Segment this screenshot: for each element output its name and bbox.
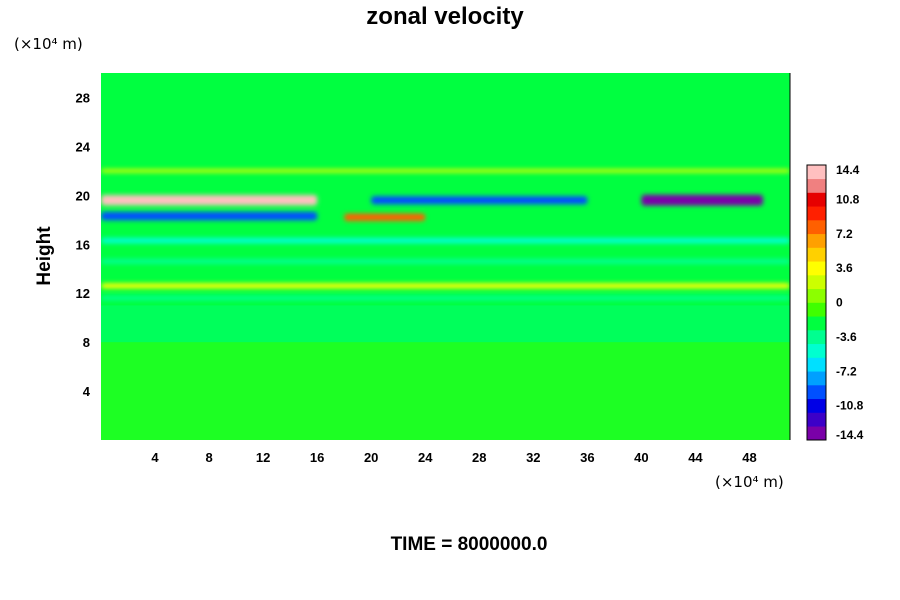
colorbar-segment [807, 165, 826, 180]
y-tick-label: 20 [76, 188, 90, 203]
field-band-7 [101, 283, 790, 289]
plot-area [101, 73, 791, 440]
x-tick-label: 28 [472, 450, 486, 465]
colorbar-segment [807, 247, 826, 262]
y-axis-label: Height [34, 226, 55, 286]
colorbar-segment [807, 330, 826, 345]
x-tick-label: 36 [580, 450, 594, 465]
field-bands [101, 168, 790, 301]
x-tick-label: 48 [742, 450, 756, 465]
y-tick-label: 28 [76, 90, 90, 105]
colorbar-segment [807, 220, 826, 235]
field-band-6 [101, 258, 790, 264]
colorbar-tick-label: -10.8 [836, 399, 864, 413]
field-band-3 [101, 211, 318, 221]
x-tick-label: 44 [688, 450, 703, 465]
colorbar [806, 164, 827, 441]
y-tick-label: 24 [76, 139, 91, 154]
colorbar-tick-label: 0 [836, 296, 843, 310]
field-band-1 [641, 194, 763, 206]
x-tick-label: 4 [151, 450, 159, 465]
colorbar-segment [807, 178, 826, 193]
y-tick-label: 16 [76, 237, 90, 252]
colorbar-ticks: 14.4 10.8 7.2 3.6 0 -3.6 -7.2 -10.8 -14.4 [836, 163, 864, 442]
colorbar-tick-label: 3.6 [836, 261, 853, 275]
x-tick-label: 8 [205, 450, 212, 465]
plot-background [101, 73, 790, 440]
colorbar-segment [807, 261, 826, 276]
colorbar-segment [807, 233, 826, 248]
chart-title: zonal velocity [366, 3, 524, 30]
x-tick-label: 20 [364, 450, 378, 465]
colorbar-segment [807, 357, 826, 372]
colorbar-frame [806, 164, 827, 441]
field-lower-band [101, 342, 790, 440]
colorbar-segment [807, 385, 826, 400]
field-band-4 [344, 213, 426, 222]
y-tick-label: 12 [76, 286, 90, 301]
colorbar-segment [807, 398, 826, 413]
colorbar-tick-label: -7.2 [836, 364, 857, 378]
x-axis-ticks: 4 8 12 16 20 24 28 32 36 40 44 48 [151, 450, 756, 465]
colorbar-segment [807, 371, 826, 386]
colorbar-tick-label: 10.8 [836, 192, 860, 206]
y-axis-unit: (×10⁴ m) [14, 35, 83, 53]
y-tick-label: 4 [83, 384, 91, 399]
colorbar-segment [807, 192, 826, 207]
y-axis-ticks: 4 8 12 16 20 24 28 [76, 90, 91, 399]
field-band-2 [371, 196, 588, 205]
colorbar-tick-label: 14.4 [836, 163, 860, 177]
colorbar-tick-label: -14.4 [836, 428, 864, 442]
x-tick-label: 24 [418, 450, 433, 465]
colorbar-segment [807, 206, 826, 221]
colorbar-segment [807, 275, 826, 290]
x-tick-label: 16 [310, 450, 324, 465]
velocity-field [101, 168, 790, 440]
time-label: TIME = 8000000.0 [391, 534, 548, 555]
x-axis-unit: (×10⁴ m) [715, 473, 784, 491]
colorbar-segment [807, 302, 826, 317]
field-band-5 [101, 237, 790, 244]
colorbar-segment [807, 316, 826, 331]
colorbar-segment [807, 426, 826, 441]
x-tick-label: 32 [526, 450, 540, 465]
colorbar-segment [807, 288, 826, 303]
colorbar-tick-label: -3.6 [836, 330, 857, 344]
colorbar-segment [807, 412, 826, 427]
x-tick-label: 12 [256, 450, 270, 465]
x-tick-label: 40 [634, 450, 648, 465]
field-band-9 [101, 168, 790, 173]
field-band-0 [101, 195, 318, 206]
colorbar-segment [807, 343, 826, 358]
y-tick-label: 8 [83, 335, 90, 350]
field-mid-band [101, 305, 790, 343]
field-band-8 [101, 295, 790, 301]
colorbar-tick-label: 7.2 [836, 227, 853, 241]
